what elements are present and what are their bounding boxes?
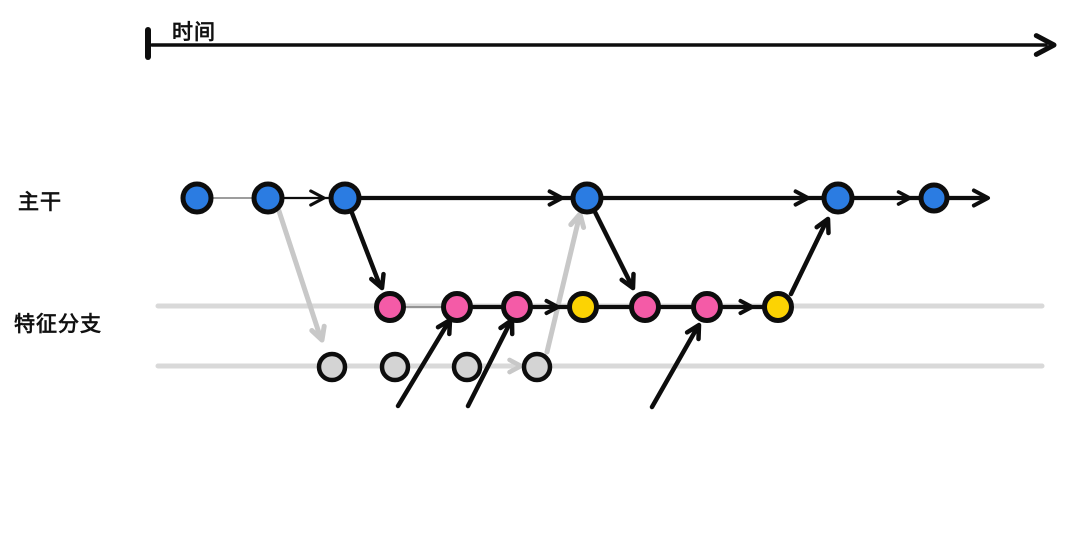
main-arrowhead-3	[793, 189, 810, 207]
commit-old-1	[316, 351, 348, 383]
cherry-pick-arrow-2-line	[465, 320, 513, 409]
commit-main-3	[328, 181, 362, 215]
main-arrowhead-4	[896, 190, 912, 206]
commit-main-1	[180, 181, 214, 215]
merge-arrow-head	[814, 216, 831, 236]
commit-feature-1	[374, 291, 406, 323]
faded-branch-arrow-line	[275, 205, 323, 339]
feature-arrowhead-2	[738, 298, 754, 316]
commit-main-4	[570, 181, 604, 215]
time-axis-label: 时间	[172, 21, 216, 44]
commit-feature-5	[629, 291, 661, 323]
feature-arrowhead-1	[544, 298, 560, 316]
main-arrowhead-2	[547, 189, 564, 207]
commit-old-4	[521, 351, 553, 383]
commit-old-2	[379, 351, 411, 383]
faded-lane-arrowhead	[507, 357, 524, 375]
cherry-pick-arrow-3-head	[684, 322, 702, 342]
main-end-arrowhead	[971, 188, 990, 208]
main-branch-label: 主干	[18, 191, 62, 214]
time-axis-arrowhead	[1033, 33, 1057, 57]
commit-feature-4	[567, 291, 599, 323]
commit-old-3	[451, 351, 483, 383]
branch-arrow-1-line	[349, 210, 382, 286]
cherry-pick-arrow-3-line	[649, 325, 700, 410]
main-arrowhead-1	[309, 189, 326, 207]
commit-feature-7	[762, 291, 794, 323]
commit-feature-2	[441, 291, 473, 323]
feature-branch-label: 特征分支	[14, 313, 102, 336]
cherry-pick-arrow-1-line	[395, 320, 451, 409]
commit-feature-6	[691, 291, 723, 323]
merge-arrow-line	[788, 219, 829, 297]
faded-merge-arrow-line	[544, 215, 582, 355]
commit-main-6	[918, 182, 950, 214]
commit-feature-3	[501, 291, 533, 323]
commit-main-2	[251, 181, 285, 215]
commit-main-5	[821, 181, 855, 215]
branch-arrow-2-head	[619, 271, 636, 291]
branch-arrow-1-head	[369, 271, 386, 291]
branch-arrow-2-line	[591, 207, 634, 287]
faded-merge-arrow-head	[568, 211, 587, 230]
faded-branch-arrow-head	[309, 323, 327, 343]
